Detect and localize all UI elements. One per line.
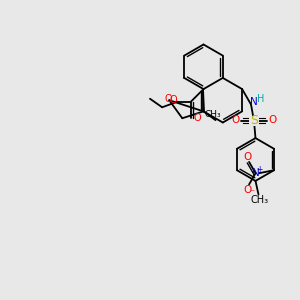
Text: H: H	[257, 94, 264, 104]
Text: O: O	[243, 152, 252, 162]
Text: CH₃: CH₃	[251, 195, 269, 205]
FancyBboxPatch shape	[249, 116, 259, 126]
Text: N: N	[252, 168, 260, 178]
Text: O: O	[243, 185, 252, 195]
Text: ⁻: ⁻	[250, 188, 255, 198]
Text: +: +	[256, 164, 263, 173]
Text: O: O	[165, 94, 172, 104]
Text: O: O	[231, 115, 239, 125]
Text: CH₃: CH₃	[204, 110, 221, 119]
Text: O: O	[268, 115, 277, 125]
Text: O: O	[194, 113, 201, 123]
Text: O: O	[169, 95, 177, 105]
Text: S: S	[250, 114, 258, 128]
Text: N: N	[250, 97, 257, 107]
